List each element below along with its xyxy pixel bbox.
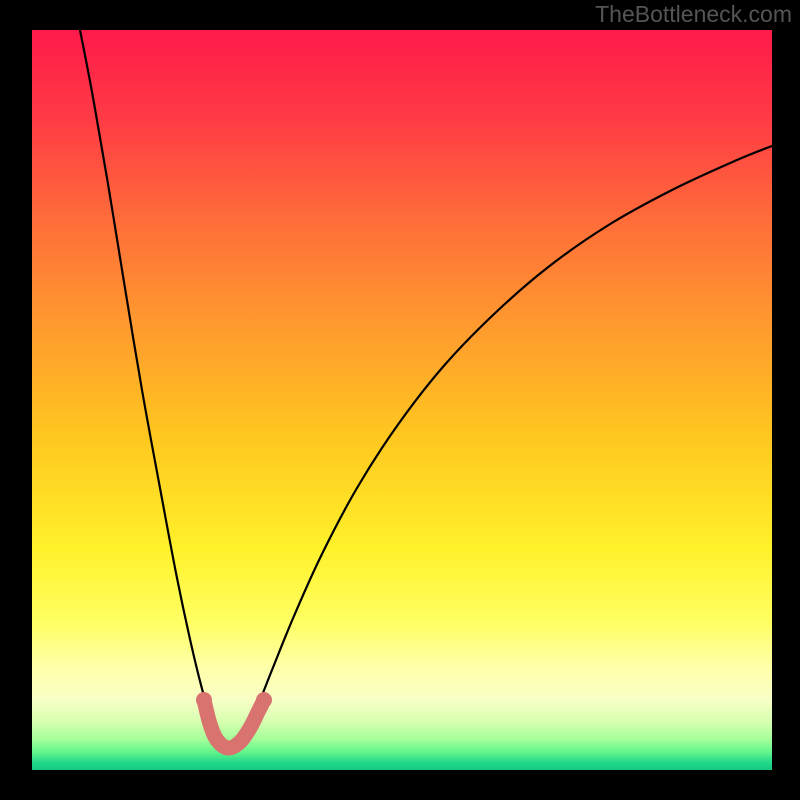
u-marker-endpoint [196,692,212,708]
plot-svg [32,30,772,770]
plot-area [32,30,772,770]
u-marker-endpoint [256,692,272,708]
watermark-text: TheBottleneck.com [595,1,792,28]
chart-stage: TheBottleneck.com [0,0,800,800]
